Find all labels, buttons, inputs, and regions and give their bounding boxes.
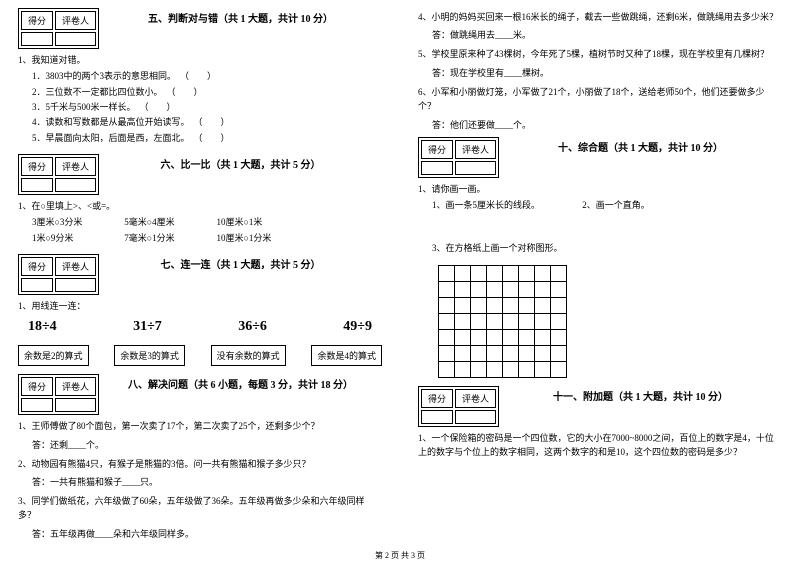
div-expr: 49÷9 (343, 319, 372, 335)
q5-item: 5．早晨面向太阳，后面是西，左面北。（ ） (32, 131, 382, 146)
q11-1: 1、一个保险箱的密码是一个四位数，它的大小在7000~8000之间，百位上的数字… (418, 431, 782, 460)
section-8: 得分 评卷人 八、解决问题（共 6 小题，每题 3 分，共计 18 分） 1、王… (18, 374, 382, 540)
section-7: 得分 评卷人 七、连一连（共 1 大题，共计 5 分） 1、用线连一连： 18÷… (18, 254, 382, 366)
score-box: 得分 评卷人 (18, 254, 99, 295)
grader-label: 评卷人 (55, 11, 96, 30)
q5-item: 4．读数和写数都是从最高位开始读写。（ ） (32, 115, 382, 130)
a8-6: 答：他们还要做____个。 (432, 118, 782, 131)
compare-item: 10厘米○1米 (217, 215, 307, 230)
div-expr: 18÷4 (28, 319, 57, 335)
section-11: 得分 评卷人 十一、附加题（共 1 大题，共计 10 分） 1、一个保险箱的密码… (418, 386, 782, 460)
score-label: 得分 (21, 11, 53, 30)
section-10-title: 十、综合题（共 1 大题，共计 10 分） (499, 139, 782, 154)
compare-item: 5毫米○4厘米 (124, 215, 214, 230)
right-column: 4、小明的妈妈买回来一根16米长的绳子，截去一些做跳绳，还剩6米，做跳绳用去多少… (400, 0, 800, 565)
division-row: 18÷4 31÷7 36÷6 49÷9 (28, 319, 372, 335)
remainder-box: 余数是2的算式 (18, 345, 89, 366)
section-6: 得分 评卷人 六、比一比（共 1 大题，共计 5 分） 1、在○里填上>、<或=… (18, 154, 382, 246)
score-box: 得分 评卷人 (18, 154, 99, 195)
q8-3: 3、同学们做纸花，六年级做了60朵，五年级做了36朵。五年级再做多少朵和六年级同… (18, 494, 382, 523)
a8-4: 答：做跳绳用去____米。 (432, 28, 782, 41)
score-box: 得分 评卷人 (18, 8, 99, 49)
section-11-title: 十一、附加题（共 1 大题，共计 10 分） (499, 388, 782, 403)
q8-4: 4、小明的妈妈买回来一根16米长的绳子，截去一些做跳绳，还剩6米，做跳绳用去多少… (418, 10, 782, 24)
q8-5: 5、学校里原来种了43棵树，今年死了5棵，植树节时又种了18棵，现在学校里有几棵… (418, 47, 782, 61)
section-10: 得分 评卷人 十、综合题（共 1 大题，共计 10 分） 1、请你画一画。 1、… (418, 137, 782, 378)
remainder-box: 没有余数的算式 (211, 345, 286, 366)
grid-paper (438, 265, 782, 378)
a8-1: 答：还剩____个。 (32, 438, 382, 451)
score-box: 得分 评卷人 (418, 386, 499, 427)
score-box: 得分 评卷人 (418, 137, 499, 178)
section-5: 得分 评卷人 五、判断对与错（共 1 大题，共计 10 分） 1、我知道对错。 … (18, 8, 382, 146)
q8-1: 1、王师傅做了80个面包，第一次卖了17个，第二次卖了25个，还剩多少个？ (18, 419, 382, 433)
q10-s: 1、画一条5厘米长的线段。 2、画一个直角。 (432, 198, 782, 213)
a8-2: 答：一共有熊猫和猴子____只。 (32, 475, 382, 488)
score-box: 得分 评卷人 (18, 374, 99, 415)
remainder-boxes: 余数是2的算式 余数是3的算式 没有余数的算式 余数是4的算式 (18, 345, 382, 366)
q7-1: 1、用线连一连： (18, 299, 382, 313)
page-footer: 第 2 页 共 3 页 (0, 550, 800, 561)
q8-6: 6、小军和小丽做灯笼，小军做了21个，小丽做了18个，送给老师50个，他们还要做… (418, 85, 782, 114)
q10-1: 1、请你画一画。 (418, 182, 782, 196)
left-column: 得分 评卷人 五、判断对与错（共 1 大题，共计 10 分） 1、我知道对错。 … (0, 0, 400, 565)
q10-s3: 3、在方格纸上画一个对称图形。 (432, 241, 782, 256)
div-expr: 31÷7 (133, 319, 162, 335)
section-8-title: 八、解决问题（共 6 小题，每题 3 分，共计 18 分） (99, 376, 382, 391)
compare-item: 3厘米○3分米 (32, 215, 122, 230)
q5-item: 1．3803中的两个3表示的意思相同。（ ） (32, 69, 382, 84)
remainder-box: 余数是3的算式 (114, 345, 185, 366)
div-expr: 36÷6 (238, 319, 267, 335)
a8-5: 答：现在学校里有____棵树。 (432, 66, 782, 79)
q6-1: 1、在○里填上>、<或=。 (18, 199, 382, 213)
compare-item: 10厘米○1分米 (217, 231, 307, 246)
compare-item: 1米○9分米 (32, 231, 122, 246)
remainder-box: 余数是4的算式 (311, 345, 382, 366)
q5-item: 3．5千米与500米一样长。（ ） (32, 100, 382, 115)
compare-item: 7毫米○1分米 (124, 231, 214, 246)
q5-item: 2．三位数不一定都比四位数小。（ ） (32, 85, 382, 100)
q8-2: 2、动物园有熊猫4只，有猴子是熊猫的3倍。问一共有熊猫和猴子多少只？ (18, 457, 382, 471)
a8-3: 答：五年级再做____朵和六年级同样多。 (32, 527, 382, 540)
q5-1: 1、我知道对错。 (18, 53, 382, 67)
paren: （ ） (176, 69, 216, 84)
section-6-title: 六、比一比（共 1 大题，共计 5 分） (99, 156, 382, 171)
section-5-title: 五、判断对与错（共 1 大题，共计 10 分） (99, 10, 382, 25)
section-7-title: 七、连一连（共 1 大题，共计 5 分） (99, 256, 382, 271)
